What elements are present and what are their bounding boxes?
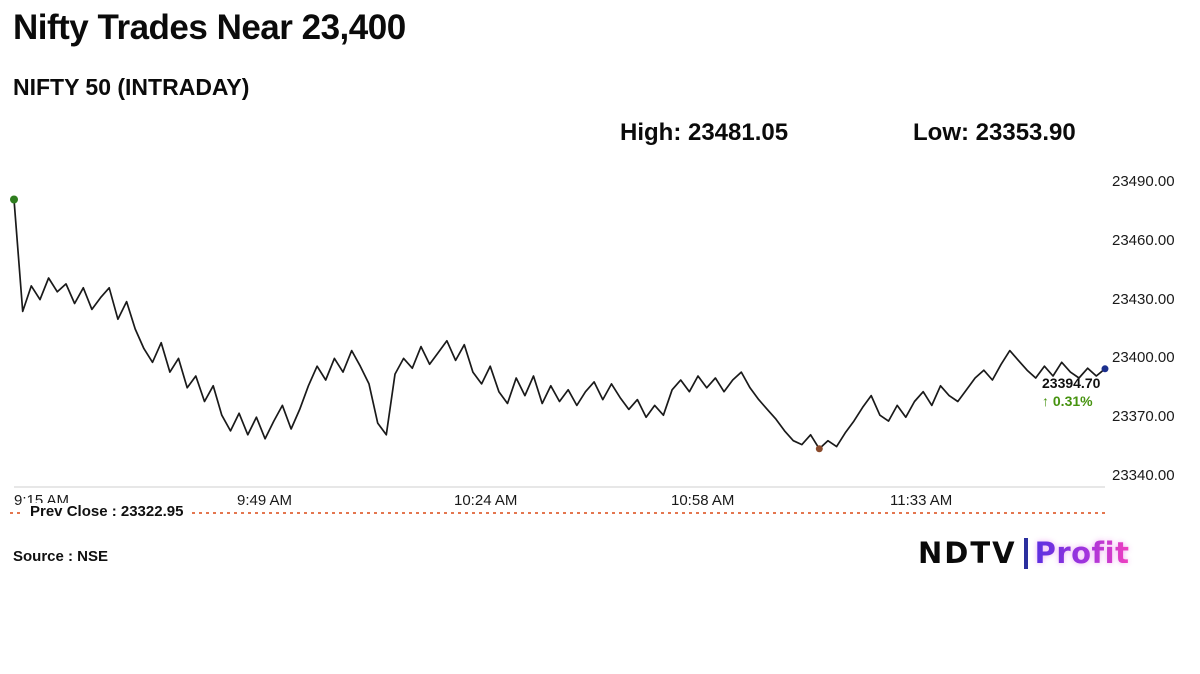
low-marker-dot <box>815 445 823 453</box>
end-marker-dot <box>1101 365 1109 373</box>
low-value-label: Low: 23353.90 <box>913 119 1076 146</box>
price-line <box>13 198 1106 450</box>
x-axis-tick-label: 9:49 AM <box>237 492 293 509</box>
y-axis-tick-label: 23370.00 <box>1112 408 1175 425</box>
ndtv-profit-logo: NDTV Profit <box>918 536 1129 570</box>
logo-separator-bar <box>1023 537 1028 569</box>
y-axis-tick-label: 23490.00 <box>1112 173 1175 190</box>
y-axis-tick-label: 23340.00 <box>1112 467 1175 484</box>
prev-close-dotted-line <box>10 512 1106 514</box>
source-attribution: Source : NSE <box>13 548 109 565</box>
x-axis-tick-label: 11:33 AM <box>890 492 953 509</box>
y-axis-tick-label: 23460.00 <box>1112 232 1175 249</box>
price-line-chart <box>10 195 1109 488</box>
change-percent-label: ↑ 0.31% <box>1042 393 1093 409</box>
ndtv-logo-text: NDTV <box>918 536 1017 570</box>
page-title: Nifty Trades Near 23,400 <box>13 8 406 47</box>
chart-subtitle: NIFTY 50 (INTRADAY) <box>13 74 250 100</box>
high-value-label: High: 23481.05 <box>620 119 789 146</box>
y-axis-tick-label: 23400.00 <box>1112 349 1175 366</box>
x-axis-tick-label: 10:24 AM <box>454 492 518 509</box>
profit-logo-text: Profit <box>1034 536 1130 570</box>
y-axis-tick-label: 23430.00 <box>1112 291 1175 308</box>
prev-close-label: Prev Close : 23322.95 <box>22 503 192 520</box>
start-marker-dot <box>10 195 18 204</box>
last-price-label: 23394.70 <box>1042 375 1101 391</box>
x-axis-tick-label: 10:58 AM <box>671 492 735 509</box>
